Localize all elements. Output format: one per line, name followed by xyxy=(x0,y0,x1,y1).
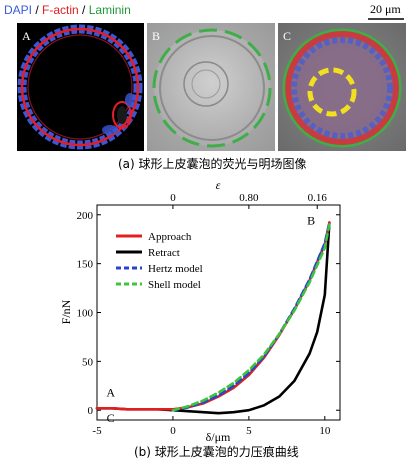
panel-b-brightfield: B xyxy=(147,23,275,151)
legend-entry: Retract xyxy=(148,247,180,259)
x-tick-label: 0 xyxy=(170,425,176,437)
y-axis: 0 50 100 150 200 xyxy=(77,210,340,417)
legend: Approach Retract Hertz model Shell model xyxy=(116,231,203,291)
panel-a-label: A xyxy=(22,29,31,43)
chart: 0 50 100 150 200 -5 0 5 10 0 0.80 0.16 B AC Approa… xyxy=(59,178,341,444)
legend-entry: Approach xyxy=(148,231,192,243)
series-line-hertz-model xyxy=(171,221,331,412)
stain-sep-1: / xyxy=(32,3,43,17)
x-axis-label: δ/μm xyxy=(206,430,231,444)
stain-laminin: Laminin xyxy=(88,3,131,17)
series-group xyxy=(95,221,331,415)
x-tick-label: -5 xyxy=(92,425,102,437)
series-line-shell-model xyxy=(171,223,331,412)
top-tick-label: 0 xyxy=(170,192,176,204)
y-tick-label: 200 xyxy=(77,210,94,222)
y-tick-label: 0 xyxy=(88,405,94,417)
panel-b-label: B xyxy=(152,29,160,43)
panel-c-label: C xyxy=(283,29,291,43)
x-axis: -5 0 5 10 xyxy=(92,416,331,437)
top-axis: 0 0.80 0.16 xyxy=(170,192,327,209)
panel-c-merge: C xyxy=(278,23,406,151)
annotation-a: A xyxy=(106,386,115,400)
annotation-c: C xyxy=(107,411,115,425)
top-tick-label: 0.16 xyxy=(308,192,328,204)
caption-b: (b) 球形上皮囊泡的力压痕曲线 xyxy=(134,445,299,459)
y-tick-label: 100 xyxy=(77,308,94,320)
scalebar-label: 20 μm xyxy=(370,2,401,16)
legend-entry: Shell model xyxy=(148,279,201,291)
annotations: B AC xyxy=(106,214,315,425)
y-tick-label: 50 xyxy=(82,356,94,368)
caption-a: (a) 球形上皮囊泡的荧光与明场图像 xyxy=(118,157,307,171)
stain-sep-2: / xyxy=(78,3,89,17)
legend-entry: Hertz model xyxy=(148,263,203,275)
annotation-b: B xyxy=(307,214,315,228)
stain-factin: F-actin xyxy=(42,3,79,17)
stain-dapi: DAPI xyxy=(4,3,33,17)
panel-a-fluorescence: A xyxy=(17,23,144,151)
top-tick-label: 0.80 xyxy=(239,192,259,204)
y-axis-label: F/nN xyxy=(59,299,73,324)
y-tick-label: 150 xyxy=(77,259,94,271)
stain-legend: DAPI / F-actin / Laminin xyxy=(4,3,131,17)
x-tick-label: 10 xyxy=(319,425,331,437)
x-tick-label: 5 xyxy=(246,425,252,437)
top-axis-label: ε xyxy=(216,178,221,192)
